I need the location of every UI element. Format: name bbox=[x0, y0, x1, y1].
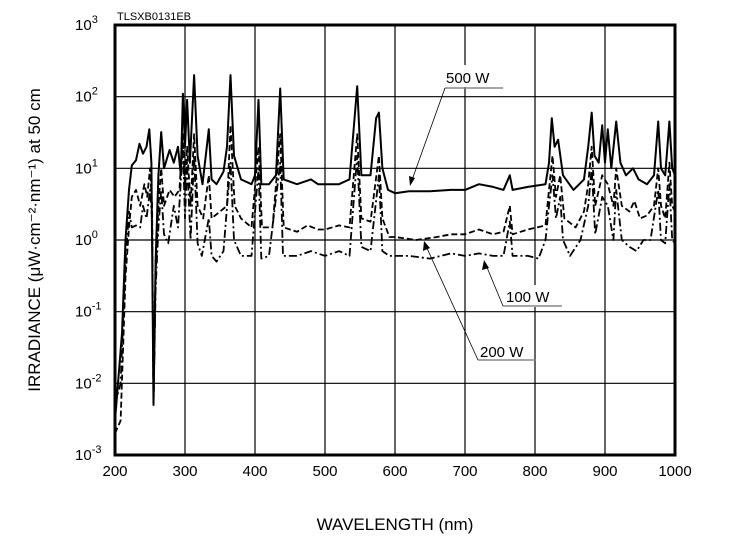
label-200w: 200 W bbox=[480, 344, 524, 361]
x-tick-labels: 200 300 400 500 600 700 800 900 1000 bbox=[102, 463, 691, 480]
series-line-200w bbox=[114, 124, 676, 434]
grid bbox=[114, 24, 676, 456]
x-tick-label: 800 bbox=[522, 463, 547, 480]
x-tick-label: 500 bbox=[312, 463, 337, 480]
x-tick-label: 700 bbox=[452, 463, 477, 480]
y-tick-label: 10-3 bbox=[75, 444, 101, 464]
y-tick-labels: 10-3 10-2 10-1 100 101 102 103 bbox=[75, 14, 101, 464]
arrow-icon bbox=[409, 176, 415, 186]
plot-frame bbox=[113, 23, 677, 457]
x-tick-label: 400 bbox=[242, 463, 267, 480]
x-tick-label: 900 bbox=[592, 463, 617, 480]
y-tick-label: 102 bbox=[75, 86, 98, 106]
x-tick-label: 200 bbox=[102, 463, 127, 480]
x-tick-label: 600 bbox=[382, 463, 407, 480]
arrow-icon bbox=[482, 260, 489, 270]
x-tick-label: 1000 bbox=[658, 463, 691, 480]
y-tick-label: 101 bbox=[75, 157, 98, 177]
series-line-100w bbox=[114, 145, 676, 406]
label-100w: 100 W bbox=[506, 289, 550, 306]
y-tick-label: 10-2 bbox=[75, 372, 101, 392]
x-axis-label: WAVELENGTH (nm) bbox=[317, 515, 474, 534]
series-group bbox=[114, 74, 676, 434]
y-tick-label: 100 bbox=[75, 229, 98, 249]
x-tick-label: 300 bbox=[172, 463, 197, 480]
series-annotations: 500 W 100 W 200 W bbox=[409, 65, 562, 361]
figure-code: TLSXB0131EB bbox=[117, 11, 191, 23]
y-tick-label: 10-1 bbox=[75, 301, 101, 321]
label-500w: 500 W bbox=[446, 70, 490, 87]
arrow-icon bbox=[423, 241, 430, 251]
y-axis-label: IRRADIANCE (μW·cm⁻²·nm⁻¹) at 50 cm bbox=[25, 88, 44, 392]
series-line-500w bbox=[114, 74, 676, 421]
y-tick-label: 103 bbox=[75, 14, 98, 34]
